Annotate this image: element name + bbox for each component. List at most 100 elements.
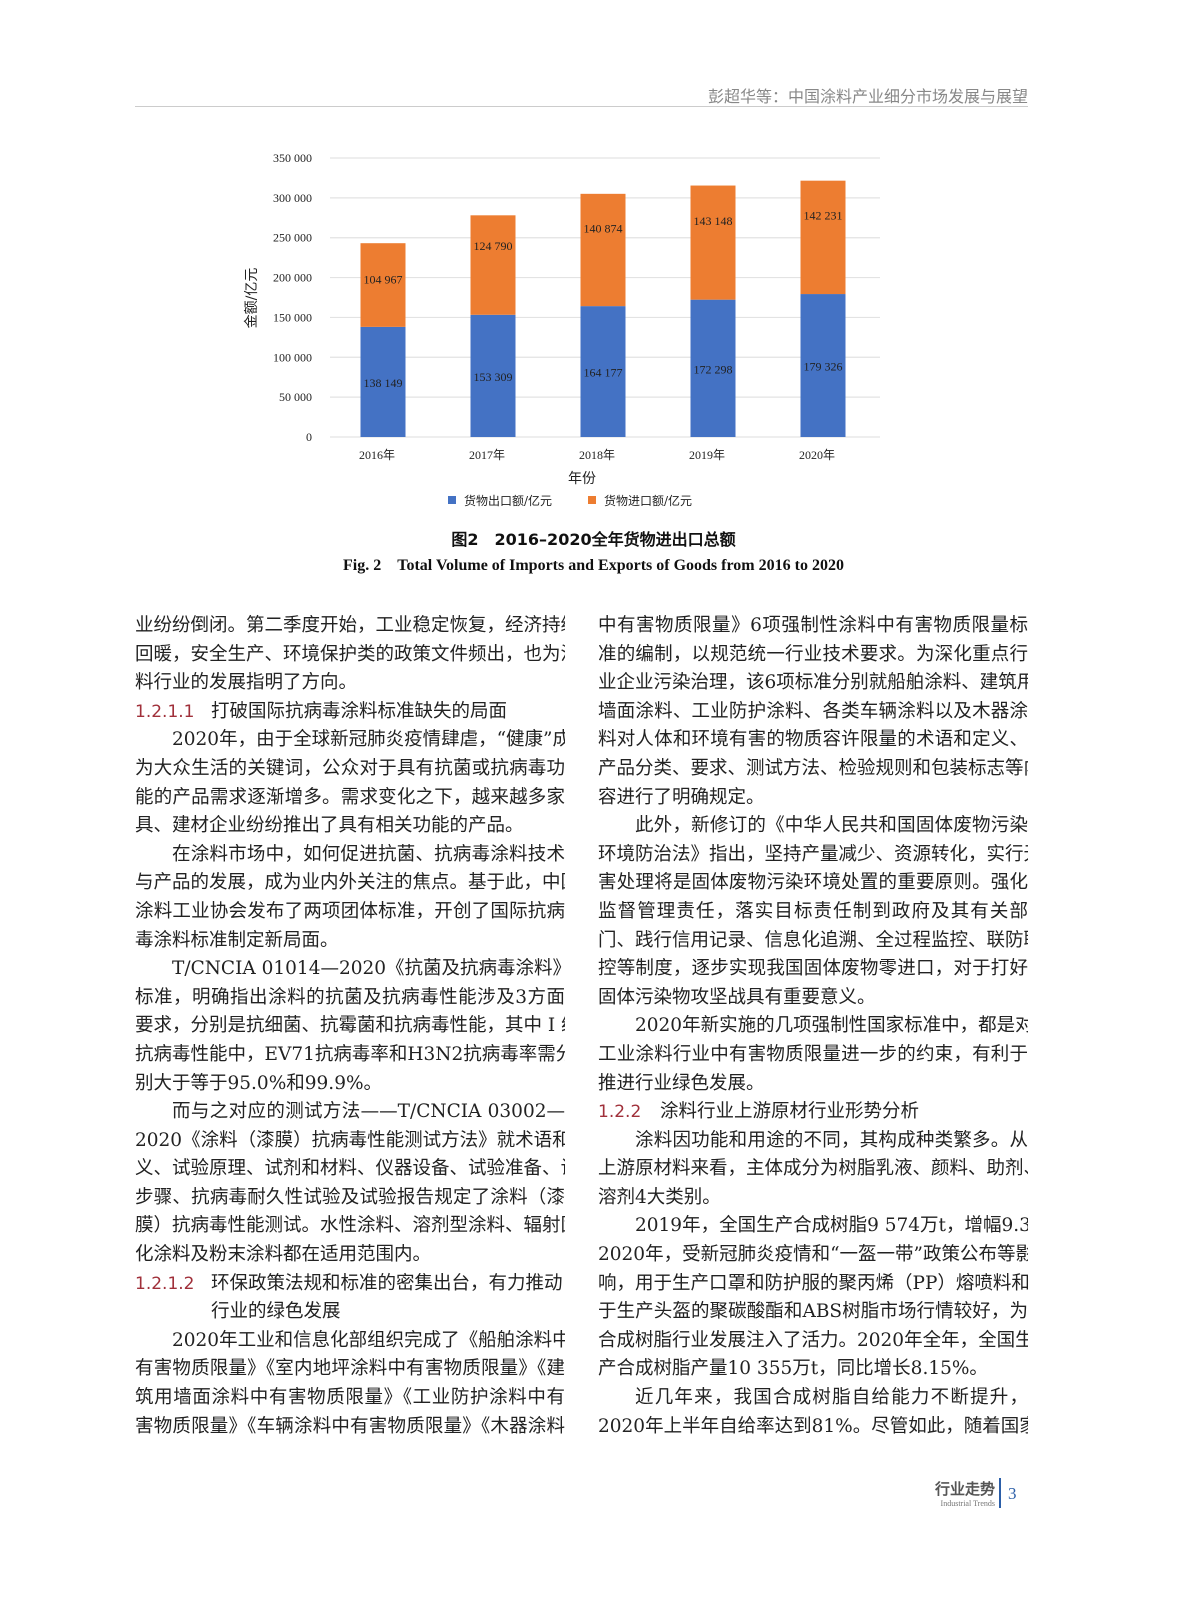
data-label: 124 790	[474, 239, 513, 253]
text-line: 环境防治法》指出，坚持产量减少、资源转化，实行无	[598, 843, 1028, 865]
text-line: 于生产头盔的聚碳酸酯和ABS树脂市场行情较好，为	[598, 1301, 1028, 1323]
text-line: 能的产品需求逐渐增多。需求变化之下，越来越多家	[135, 786, 565, 808]
text-line: 响，用于生产口罩和防护服的聚丙烯（PP）熔喷料和用	[598, 1272, 1028, 1294]
text-line: 近几年来，我国合成树脂自给能力不断提升，	[635, 1387, 1028, 1409]
text-line: 与产品的发展，成为业内外关注的焦点。基于此，中国	[135, 872, 565, 894]
text-line: 义、试验原理、试剂和材料、仪器设备、试验准备、试验	[135, 1158, 565, 1180]
text-line: 抗病毒性能中，EV71抗病毒率和H3N2抗病毒率需分	[135, 1043, 565, 1065]
text-line: 2020年新实施的几项强制性国家标准中，都是对	[635, 1015, 1028, 1037]
text-line: 合成树脂行业发展注入了活力。2020年全年，全国生	[598, 1329, 1028, 1351]
data-label: 164 177	[584, 366, 623, 380]
y-tick-label: 300 000	[273, 191, 312, 205]
y-tick-label: 100 000	[273, 350, 312, 364]
section-title: 打破国际抗病毒涂料标准缺失的局面	[211, 700, 508, 722]
y-tick-label: 0	[306, 430, 312, 444]
text-line: 工业涂料行业中有害物质限量进一步的约束，有利于	[598, 1043, 1028, 1065]
running-title: 彭超华等：中国涂料产业细分市场发展与展望	[707, 87, 1028, 106]
page-number: 3	[1008, 1484, 1017, 1503]
figure-caption-cn: 图2 2016–2020全年货物进出口总额	[451, 530, 736, 549]
data-label: 143 148	[694, 214, 733, 228]
text-line: 墙面涂料、工业防护涂料、各类车辆涂料以及木器涂	[598, 700, 1028, 722]
bar-export	[470, 314, 516, 437]
text-line: 回暖，安全生产、环境保护类的政策文件频出，也为涂	[135, 643, 565, 665]
text-line: 中有害物质限量》6项强制性涂料中有害物质限量标	[598, 615, 1028, 636]
text-line: 筑用墙面涂料中有害物质限量》《工业防护涂料中有	[135, 1387, 565, 1409]
data-label: 138 149	[364, 376, 403, 390]
text-line: 化涂料及粉末涂料都在适用范围内。	[135, 1244, 432, 1266]
section-heading: 1.2.1.1 打破国际抗病毒涂料标准缺失的局面	[135, 698, 565, 727]
text-line: 容进行了明确规定。	[598, 786, 765, 808]
legend-swatch	[448, 496, 456, 504]
text-line: 2020年，受新冠肺炎疫情和“一盔一带”政策公布等影	[598, 1244, 1028, 1266]
left-column: 业纷纷倒闭。第二季度开始，工业稳定恢复，经济持续 回暖，安全生产、环境保护类的政策…	[135, 612, 565, 1441]
bar-export	[690, 299, 736, 437]
text-line: 标准，明确指出涂料的抗菌及抗病毒性能涉及3方面	[135, 986, 565, 1008]
text-line: 膜）抗病毒性能测试。水性涂料、溶剂型涂料、辐射固	[135, 1215, 565, 1237]
text-line: 控等制度，逐步实现我国固体废物零进口，对于打好	[598, 958, 1028, 980]
x-tick-label: 2020年	[799, 448, 835, 462]
section-number: 1.2.2	[598, 1102, 642, 1123]
text-line: 害处理将是固体废物污染环境处置的重要原则。强化	[598, 872, 1028, 894]
footer-section-cn: 行业走势	[934, 1480, 995, 1498]
data-label: 142 231	[804, 209, 843, 223]
figure-caption-en: Fig. 2 Total Volume of Imports and Expor…	[343, 557, 844, 574]
text-line: 要求，分别是抗细菌、抗霉菌和抗病毒性能，其中 Ⅰ 级	[135, 1015, 565, 1037]
data-label: 140 874	[584, 222, 623, 236]
text-line: 溶剂4大类别。	[598, 1186, 721, 1208]
text-line: 上游原材料来看，主体成分为树脂乳液、颜料、助剂、	[598, 1158, 1028, 1180]
y-tick-label: 200 000	[273, 271, 312, 285]
section-number: 1.2.1.2	[135, 1273, 195, 1294]
y-axis-title: 金额/亿元	[244, 268, 260, 329]
legend-swatch	[588, 496, 596, 504]
y-tick-label: 50 000	[279, 390, 312, 404]
text-line: 而与之对应的测试方法——T/CNCIA 03002—	[172, 1101, 565, 1123]
x-tick-label: 2018年	[579, 448, 615, 462]
text-line: 步骤、抗病毒耐久性试验及试验报告规定了涂料（漆	[135, 1186, 565, 1208]
text-line: 为大众生活的关键词，公众对于具有抗菌或抗病毒功	[135, 757, 565, 779]
bar-import	[470, 215, 516, 315]
text-line: 涂料工业协会发布了两项团体标准，开创了国际抗病	[135, 900, 565, 922]
text-line: 在涂料市场中，如何促进抗菌、抗病毒涂料技术	[172, 843, 565, 865]
footer-divider	[999, 1478, 1001, 1508]
text-line: 推进行业绿色发展。	[598, 1072, 765, 1094]
footer-section: 行业走势 Industrial Trends	[935, 1478, 995, 1508]
text-line: 别大于等于95.0%和99.9%。	[135, 1072, 383, 1094]
text-line: 产品分类、要求、测试方法、检验规则和包装标志等内	[598, 757, 1028, 779]
section-heading: 行业的绿色发展	[135, 1298, 565, 1327]
footer-section-en: Industrial Trends	[940, 1499, 995, 1508]
section-title: 行业的绿色发展	[211, 1301, 341, 1323]
text-line: 2020年，由于全球新冠肺炎疫情肆虐，“健康”成	[172, 729, 565, 751]
text-line: 2020《涂料（漆膜）抗病毒性能测试方法》就术语和定	[135, 1129, 565, 1151]
text-line: 监督管理责任，落实目标责任制到政府及其有关部	[598, 900, 1028, 922]
x-tick-label: 2017年	[469, 448, 505, 462]
text-line: 有害物质限量》《室内地坪涂料中有害物质限量》《建	[135, 1358, 565, 1380]
y-tick-label: 150 000	[273, 310, 312, 324]
text-line: 害物质限量》《车辆涂料中有害物质限量》《木器涂料	[135, 1415, 565, 1437]
section-title: 涂料行业上游原材行业形势分析	[660, 1101, 920, 1123]
section-heading: 1.2.1.2 环保政策法规和标准的密集出台，有力推动	[135, 1270, 565, 1299]
bar-export	[800, 294, 846, 437]
text-line: 业纷纷倒闭。第二季度开始，工业稳定恢复，经济持续	[135, 615, 565, 636]
text-line: 2019年，全国生产合成树脂9 574万t，增幅9.3%。	[635, 1215, 1028, 1237]
text-line: T/CNCIA 01014—2020《抗菌及抗病毒涂料》团体	[172, 958, 565, 980]
bar-import	[690, 185, 736, 300]
text-line: 业企业污染治理，该6项标准分别就船舶涂料、建筑用	[598, 672, 1028, 694]
text-line: 毒涂料标准制定新局面。	[135, 929, 339, 951]
data-label: 172 298	[694, 362, 733, 376]
x-axis-title: 年份	[568, 471, 596, 487]
bar-chart: 0 50 000 100 000 150 000 200 000 250 000 300 0…	[244, 151, 880, 508]
bar-import	[360, 243, 406, 327]
bar-import	[800, 180, 846, 295]
text-line: 产合成树脂产量10 355万t，同比增长8.15%。	[598, 1358, 988, 1380]
legend-label: 货物进口额/亿元	[604, 493, 692, 508]
text-line: 此外，新修订的《中华人民共和国固体废物污染	[635, 815, 1028, 837]
bar-export	[360, 326, 406, 437]
section-title: 环保政策法规和标准的密集出台，有力推动	[211, 1272, 563, 1294]
x-tick-label: 2019年	[689, 448, 725, 462]
text-line: 料对人体和环境有害的物质容许限量的术语和定义、	[598, 729, 1028, 751]
text-line: 准的编制，以规范统一行业技术要求。为深化重点行	[598, 643, 1028, 665]
text-line: 具、建材企业纷纷推出了具有相关功能的产品。	[135, 815, 524, 837]
bar-export	[580, 306, 626, 437]
bar-import	[580, 193, 626, 307]
header-rule	[135, 106, 1028, 107]
